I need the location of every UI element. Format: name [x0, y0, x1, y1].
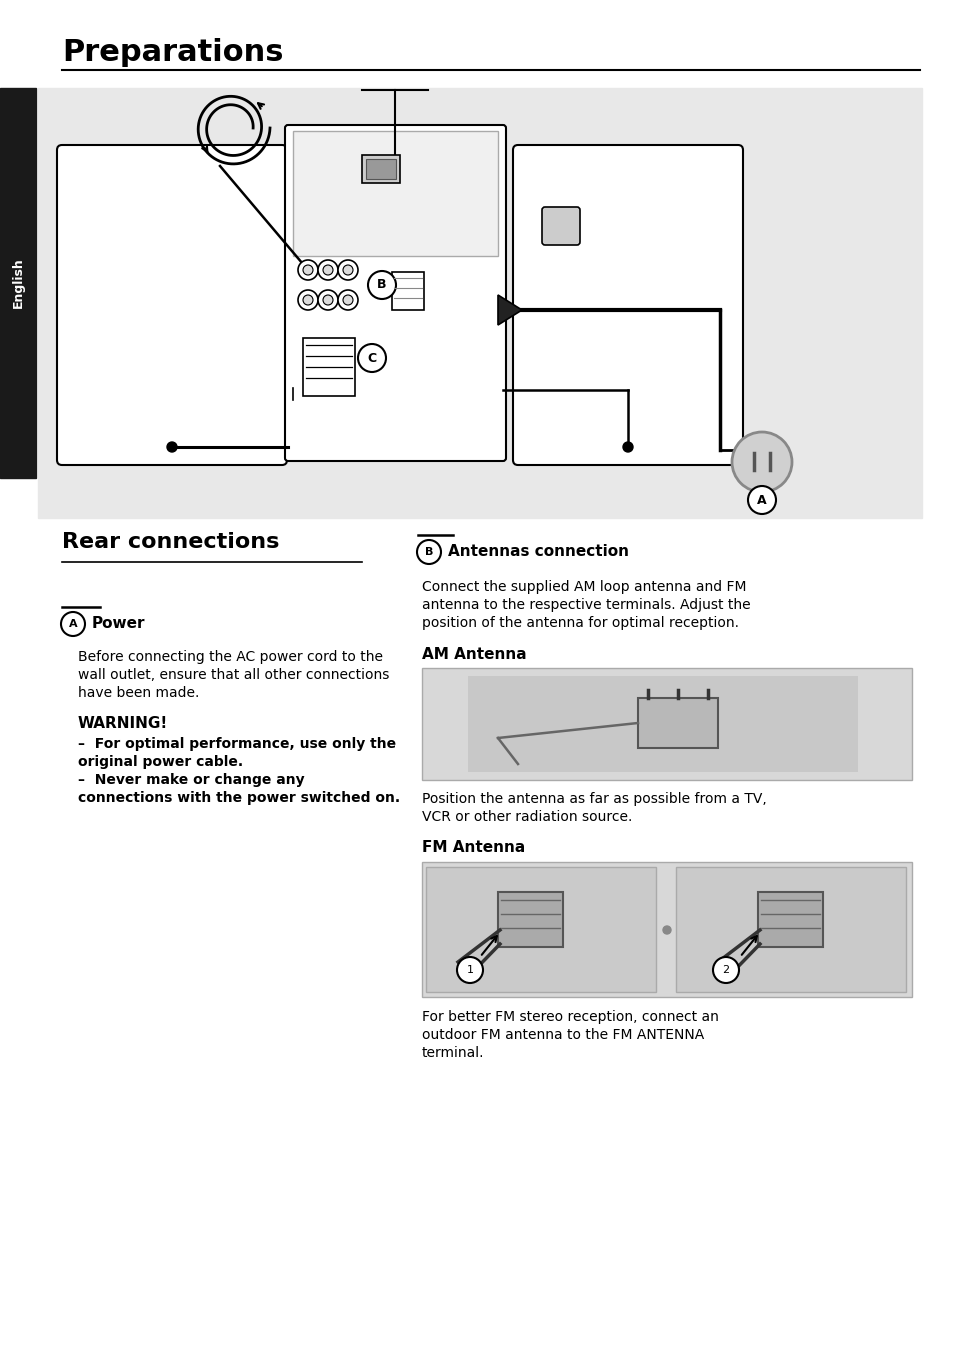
Text: connections with the power switched on.: connections with the power switched on. [78, 791, 399, 804]
Circle shape [747, 485, 775, 514]
Bar [361, 155, 399, 183]
FancyBboxPatch shape [57, 145, 287, 465]
Text: Rear connections: Rear connections [62, 531, 279, 552]
Text: position of the antenna for optimal reception.: position of the antenna for optimal rece… [421, 617, 739, 630]
Text: B: B [424, 548, 433, 557]
Circle shape [303, 265, 313, 274]
FancyBboxPatch shape [513, 145, 742, 465]
Text: original power cable.: original power cable. [78, 754, 243, 769]
Bar [676, 867, 905, 992]
Text: For better FM stereo reception, connect an: For better FM stereo reception, connect … [421, 1010, 719, 1023]
Text: Position the antenna as far as possible from a TV,: Position the antenna as far as possible … [421, 792, 766, 806]
Text: Power: Power [91, 617, 146, 631]
Circle shape [167, 442, 177, 452]
Bar [421, 863, 911, 996]
Text: 2: 2 [721, 965, 729, 975]
Text: Preparations: Preparations [62, 38, 283, 68]
Text: WARNING!: WARNING! [78, 717, 168, 731]
Text: Connect the supplied AM loop antenna and FM: Connect the supplied AM loop antenna and… [421, 580, 745, 594]
Bar [303, 338, 355, 396]
Bar [0, 88, 36, 479]
Bar [421, 668, 911, 780]
Text: FM Antenna: FM Antenna [421, 840, 525, 854]
Circle shape [61, 612, 85, 635]
Circle shape [622, 442, 633, 452]
Circle shape [317, 289, 337, 310]
Circle shape [297, 289, 317, 310]
Circle shape [323, 295, 333, 306]
Bar [366, 160, 395, 178]
Circle shape [297, 260, 317, 280]
Text: antenna to the respective terminals. Adjust the: antenna to the respective terminals. Adj… [421, 598, 750, 612]
Circle shape [323, 265, 333, 274]
Bar [758, 892, 822, 946]
Circle shape [337, 289, 357, 310]
Text: B: B [376, 279, 386, 292]
Bar [468, 676, 857, 772]
Text: outdoor FM antenna to the FM ANTENNA: outdoor FM antenna to the FM ANTENNA [421, 1028, 703, 1042]
Text: VCR or other radiation source.: VCR or other radiation source. [421, 810, 632, 823]
Circle shape [712, 957, 739, 983]
Circle shape [343, 265, 353, 274]
Polygon shape [497, 295, 521, 324]
Circle shape [662, 926, 670, 934]
Text: Before connecting the AC power cord to the: Before connecting the AC power cord to t… [78, 650, 382, 664]
Text: –  Never make or change any: – Never make or change any [78, 773, 304, 787]
Circle shape [456, 957, 482, 983]
Bar [392, 272, 423, 310]
Bar [497, 892, 562, 946]
Text: terminal.: terminal. [421, 1046, 484, 1060]
Text: C: C [367, 352, 376, 365]
Text: English: English [11, 258, 25, 308]
Text: 1: 1 [466, 965, 473, 975]
Text: A: A [757, 493, 766, 507]
Circle shape [416, 539, 440, 564]
Bar [638, 698, 718, 748]
Bar [38, 88, 921, 518]
Circle shape [357, 343, 386, 372]
Circle shape [303, 295, 313, 306]
Text: AM Antenna: AM Antenna [421, 648, 526, 662]
Circle shape [343, 295, 353, 306]
Circle shape [317, 260, 337, 280]
Text: wall outlet, ensure that all other connections: wall outlet, ensure that all other conne… [78, 668, 389, 681]
Circle shape [337, 260, 357, 280]
Text: A: A [69, 619, 77, 629]
Circle shape [731, 433, 791, 492]
Text: have been made.: have been made. [78, 685, 199, 700]
Bar [426, 867, 656, 992]
Bar [293, 131, 497, 256]
FancyBboxPatch shape [541, 207, 579, 245]
FancyBboxPatch shape [285, 124, 505, 461]
Text: Antennas connection: Antennas connection [448, 545, 628, 560]
Text: –  For optimal performance, use only the: – For optimal performance, use only the [78, 737, 395, 750]
Circle shape [368, 270, 395, 299]
